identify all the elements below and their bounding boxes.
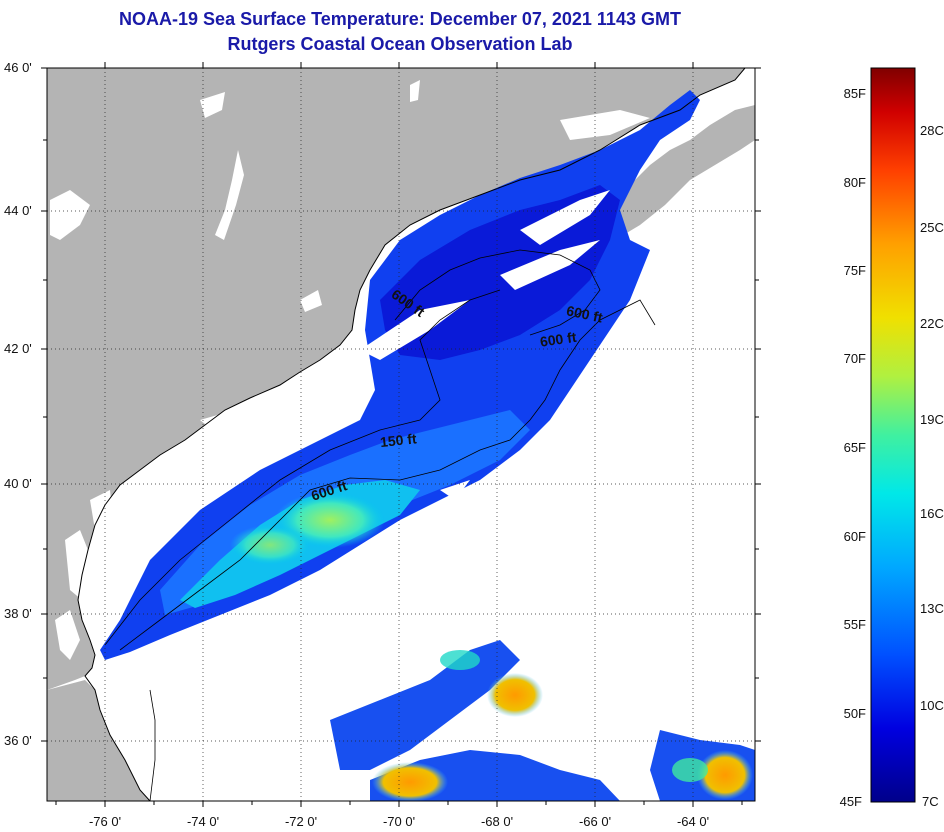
- colorbar-f-label: 45F: [840, 794, 862, 809]
- lat-label: 40 0': [4, 476, 32, 491]
- coastline: [77, 68, 746, 801]
- colorbar-c-label: 7C: [922, 794, 939, 809]
- cloud-patch: [50, 190, 90, 240]
- colorbar: [870, 67, 916, 803]
- cloud-patch: [55, 610, 80, 660]
- lon-label: -66 0': [579, 814, 611, 829]
- colorbar-c-label: 13C: [920, 601, 944, 616]
- lat-label: 38 0': [4, 606, 32, 621]
- colorbar-f-label: 50F: [844, 706, 866, 721]
- map-frame: [46, 67, 756, 802]
- colorbar-f-label: 75F: [844, 263, 866, 278]
- contour-600ft: [119, 299, 656, 651]
- colorbar-c-label: 28C: [920, 123, 944, 138]
- frame-ticks: [41, 62, 761, 807]
- cloud-patch: [215, 150, 244, 240]
- map-area: [47, 68, 755, 801]
- cloud-streak: [200, 395, 320, 432]
- contour-label: 600 ft: [565, 302, 604, 325]
- land-nova-scotia: [600, 105, 755, 240]
- lat-label: 42 0': [4, 341, 32, 356]
- cloud-patch: [90, 490, 112, 530]
- sst-warm-core: [230, 525, 310, 565]
- lon-label: -70 0': [383, 814, 415, 829]
- cloud-patch: [200, 92, 225, 118]
- cloud-patch: [300, 290, 322, 312]
- contour-600ft-gulf: [394, 249, 601, 336]
- colorbar-f-label: 60F: [844, 529, 866, 544]
- lon-label: -68 0': [481, 814, 513, 829]
- cloud-streak: [560, 110, 650, 140]
- colorbar-c-label: 19C: [920, 412, 944, 427]
- colorbar-c-label: 10C: [920, 698, 944, 713]
- sst-warm-eddy: [697, 750, 753, 800]
- contour-label: 600 ft: [539, 329, 578, 350]
- lat-label: 46 0': [4, 60, 32, 75]
- cloud-patch: [410, 80, 420, 102]
- contour-label: 150 ft: [379, 430, 417, 450]
- colorbar-f-label: 55F: [844, 617, 866, 632]
- cloud-streak: [520, 190, 610, 245]
- colorbar-c-label: 25C: [920, 220, 944, 235]
- colorbar-f-label: 65F: [844, 440, 866, 455]
- colorbar-c-label: 22C: [920, 316, 944, 331]
- map-subtitle: Rutgers Coastal Ocean Observation Lab: [227, 34, 573, 54]
- colorbar-f-label: 85F: [844, 86, 866, 101]
- cloud-patch: [65, 530, 92, 600]
- lat-label: 44 0': [4, 203, 32, 218]
- cloud-streak: [440, 480, 470, 500]
- sst-cyan-eddy: [672, 758, 708, 782]
- lat-label: 36 0': [4, 733, 32, 748]
- sst-cyan-eddy: [440, 650, 480, 670]
- contour-150ft: [104, 289, 501, 646]
- lon-label: -76 0': [89, 814, 121, 829]
- colorbar-f-label: 70F: [844, 351, 866, 366]
- colorbar-c-label: 16C: [920, 506, 944, 521]
- contour-150ft-ns: [149, 689, 156, 801]
- sst-warm-eddy: [372, 762, 448, 801]
- lon-label: -64 0': [677, 814, 709, 829]
- cloud-streak: [360, 300, 470, 360]
- land-southeast: [47, 680, 150, 801]
- sst-gulf-stream-patch: [330, 640, 520, 770]
- lon-label: -74 0': [187, 814, 219, 829]
- lon-label: -72 0': [285, 814, 317, 829]
- cloud-streak: [500, 240, 600, 290]
- colorbar-f-label: 80F: [844, 175, 866, 190]
- map-title: NOAA-19 Sea Surface Temperature: Decembe…: [119, 9, 681, 29]
- sst-warm-eddy: [487, 673, 543, 717]
